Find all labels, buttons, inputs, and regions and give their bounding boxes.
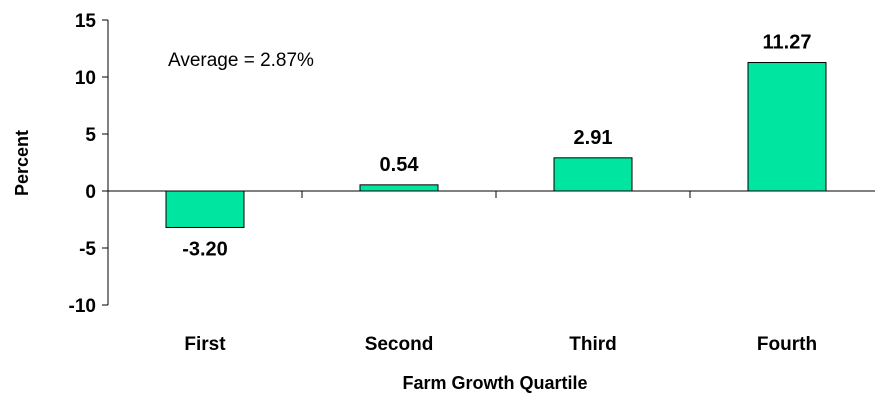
bar-third (553, 157, 633, 192)
y-tick-label: -5 (79, 239, 96, 260)
bar-second (359, 184, 439, 192)
data-label-third: 2.91 (574, 127, 613, 149)
data-label-first: -3.20 (182, 238, 228, 260)
bar-first (165, 190, 245, 228)
category-label-first: First (184, 334, 226, 355)
bars (165, 62, 827, 228)
y-tick-label: 5 (85, 125, 96, 146)
y-tick-label: -10 (69, 296, 96, 317)
bar-fourth (747, 62, 827, 192)
y-axis-title: Percent (12, 130, 32, 196)
category-label-fourth: Fourth (757, 334, 817, 355)
average-annotation: Average = 2.87% (168, 50, 314, 71)
y-tick-label: 10 (75, 68, 96, 89)
y-tick-label: 15 (75, 11, 97, 32)
data-label-fourth: 11.27 (763, 32, 812, 54)
x-axis-title: Farm Growth Quartile (402, 373, 587, 393)
labels: -3.20 First 0.54 Second 2.91 Third 11.27 Fourth (182, 32, 817, 355)
category-label-third: Third (569, 334, 617, 355)
category-label-second: Second (365, 334, 434, 355)
y-tick-label: 0 (85, 182, 96, 203)
data-label-second: 0.54 (380, 154, 420, 176)
